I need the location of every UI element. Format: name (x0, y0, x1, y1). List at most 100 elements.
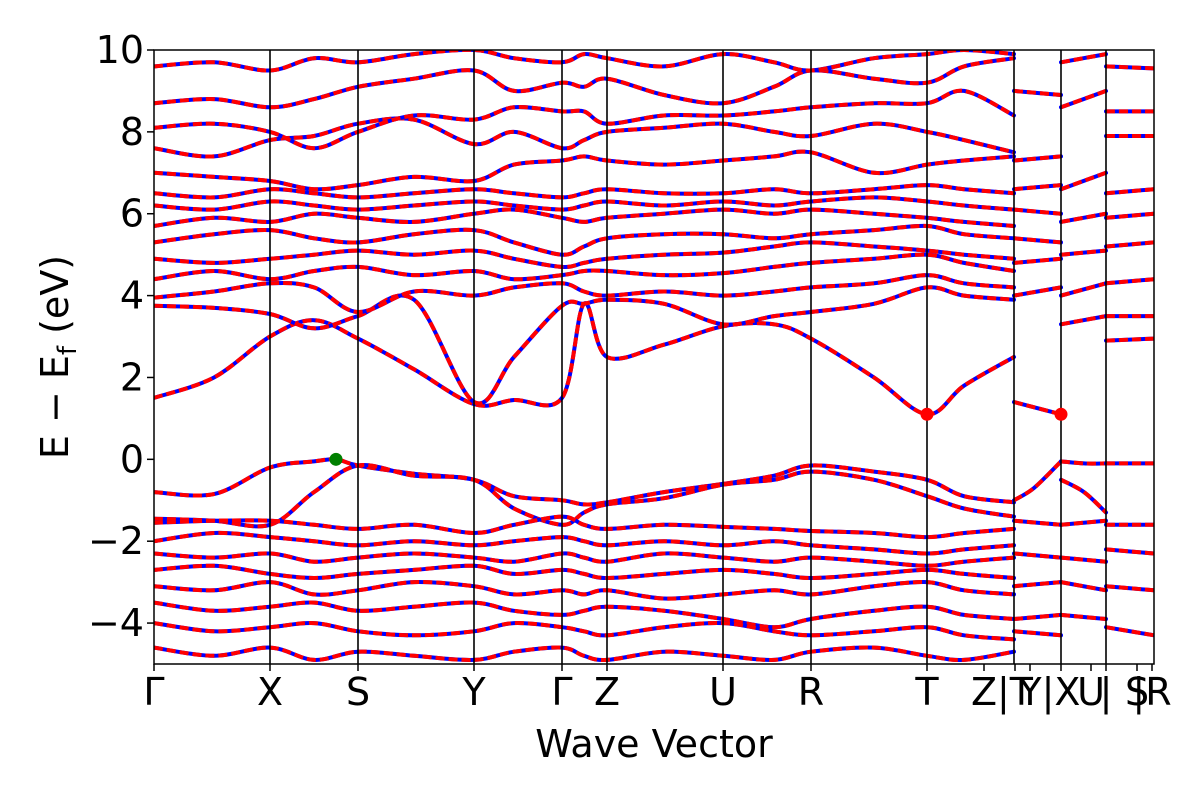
x-tick-label-8: T (914, 670, 939, 714)
x-tick-label-0: Γ (143, 670, 164, 714)
band-line-19-dashed (154, 563, 1015, 581)
band-line-21-solid (154, 600, 1016, 630)
y-tick-label-7: −4 (88, 601, 144, 645)
cbm-marker-1 (920, 407, 934, 421)
band-line-48-dashed (1060, 170, 1107, 192)
band-line-40-dashed (1060, 518, 1107, 527)
x-tick-label-6: U (709, 670, 737, 714)
cbm-marker-2 (1054, 407, 1068, 421)
band-line-8-dashed (154, 183, 1015, 200)
band-line-33-dashed (1013, 236, 1062, 245)
x-tick-label-12: |X (1042, 670, 1081, 715)
band-line-11-dashed (154, 88, 1015, 151)
y-axis-title-unit: (eV) (33, 255, 77, 346)
band-line-12-dashed (154, 56, 1015, 110)
plot-frame (153, 49, 1155, 665)
band-line-61-dashed (1105, 187, 1154, 196)
x-tick-label-16: |R (1132, 670, 1171, 715)
band-line-14-dashed (154, 457, 1015, 507)
high-symmetry-lines (269, 50, 1107, 664)
band-line-26-dashed (1013, 518, 1062, 527)
y-tick-label-3: 4 (120, 274, 144, 318)
band-line-56-dashed (1105, 336, 1154, 343)
band-line-30-dashed (1013, 629, 1062, 638)
x-tick-label-3: Y (461, 670, 486, 714)
x-tick-label-13: U (1077, 670, 1105, 714)
band-edge-markers (329, 407, 1068, 466)
band-line-28-dashed (1013, 580, 1062, 589)
band-line-3-dashed (154, 252, 1015, 282)
band-line-5-dashed (154, 223, 1015, 257)
band-line-18-dashed (154, 551, 1015, 568)
band-line-53-dashed (1105, 547, 1154, 556)
band-line-20-dashed (154, 580, 1015, 601)
band-line-27-dashed (1013, 551, 1062, 560)
y-axis-title-main: E − E (33, 355, 77, 459)
band-line-60-dashed (1105, 211, 1154, 220)
y-tick-label-4: 2 (120, 355, 144, 399)
y-tick-label-0: 10 (96, 28, 144, 72)
x-axis-title: Wave Vector (535, 722, 773, 766)
y-tick-label-1: 8 (120, 110, 144, 154)
band-line-46-dashed (1060, 248, 1107, 257)
band-line-4-dashed (154, 240, 1015, 269)
band-line-36-dashed (1013, 154, 1062, 163)
band-line-41-dashed (1060, 555, 1107, 564)
y-tick-label-5: 0 (120, 437, 144, 481)
band-line-16-dashed (154, 514, 1015, 540)
band-line-10-dashed (154, 116, 1015, 159)
x-tick-label-4: Γ (551, 670, 572, 714)
band-line-45-dashed (1060, 281, 1107, 298)
x-tick-label-10: |T (997, 670, 1034, 715)
x-tick-label-1: X (257, 670, 283, 714)
band-line-15-dashed (154, 463, 1015, 529)
x-tick-label-2: S (346, 670, 370, 714)
band-line-13-dashed (154, 50, 1015, 73)
band-line-43-dashed (1060, 612, 1107, 621)
band-lines (154, 50, 1154, 663)
band-line-37-dashed (1013, 88, 1062, 97)
band-line-9-dashed (154, 149, 1015, 192)
band-line-1-dashed (154, 285, 1015, 406)
band-line-54-dashed (1105, 584, 1154, 593)
y-axis-title: E − Ef (eV) (33, 255, 83, 459)
band-line-2-dashed (154, 273, 1015, 315)
x-tick-label-11: Y (1017, 670, 1042, 714)
band-line-50-dashed (1060, 52, 1107, 65)
band-line-21-dashed (154, 600, 1015, 630)
band-line-44-dashed (1060, 314, 1107, 327)
x-tick-label-15: S (1125, 670, 1149, 714)
band-line-55-dashed (1105, 625, 1154, 638)
x-tick-label-14: | (1100, 670, 1113, 715)
x-axis-ticks: Γ X S Y Γ Z U R T Z |TY |XU| S|R (143, 664, 1172, 715)
x-tick-label-9: Z (971, 670, 997, 714)
band-line-17-dashed (154, 530, 1015, 556)
band-line-32-dashed (1013, 256, 1062, 265)
x-tick-label-7: R (798, 670, 824, 714)
band-line-22-dashed (154, 620, 1015, 642)
band-line-59-dashed (1105, 240, 1154, 249)
band-line-6-dashed (154, 207, 1015, 228)
band-line-34-dashed (1013, 207, 1062, 216)
band-line-23-dashed (154, 645, 1015, 663)
band-line-29-dashed (1013, 612, 1062, 621)
vbm-marker-0 (329, 452, 343, 466)
y-tick-label-2: 6 (120, 192, 144, 236)
band-line-49-dashed (1060, 89, 1107, 110)
band-line-38-dashed (1060, 459, 1107, 466)
y-axis-title-sub: f (53, 345, 83, 355)
band-line-31-dashed (1013, 285, 1062, 298)
band-line-25-dashed (1012, 459, 1063, 503)
band-line-58-dashed (1105, 277, 1154, 286)
x-tick-label-5: Z (594, 670, 620, 714)
band-line-12-solid (154, 56, 1016, 110)
band-line-35-dashed (1013, 183, 1062, 192)
band-line-39-dashed (1060, 478, 1108, 514)
band-line-7-dashed (154, 195, 1015, 212)
y-tick-label-6: −2 (88, 519, 144, 563)
band-line-64-dashed (1105, 64, 1154, 71)
band-line-42-dashed (1060, 580, 1107, 593)
band-line-47-dashed (1060, 211, 1107, 224)
y-axis-ticks: 10 8 6 4 2 0 −2 −4 (88, 28, 154, 645)
